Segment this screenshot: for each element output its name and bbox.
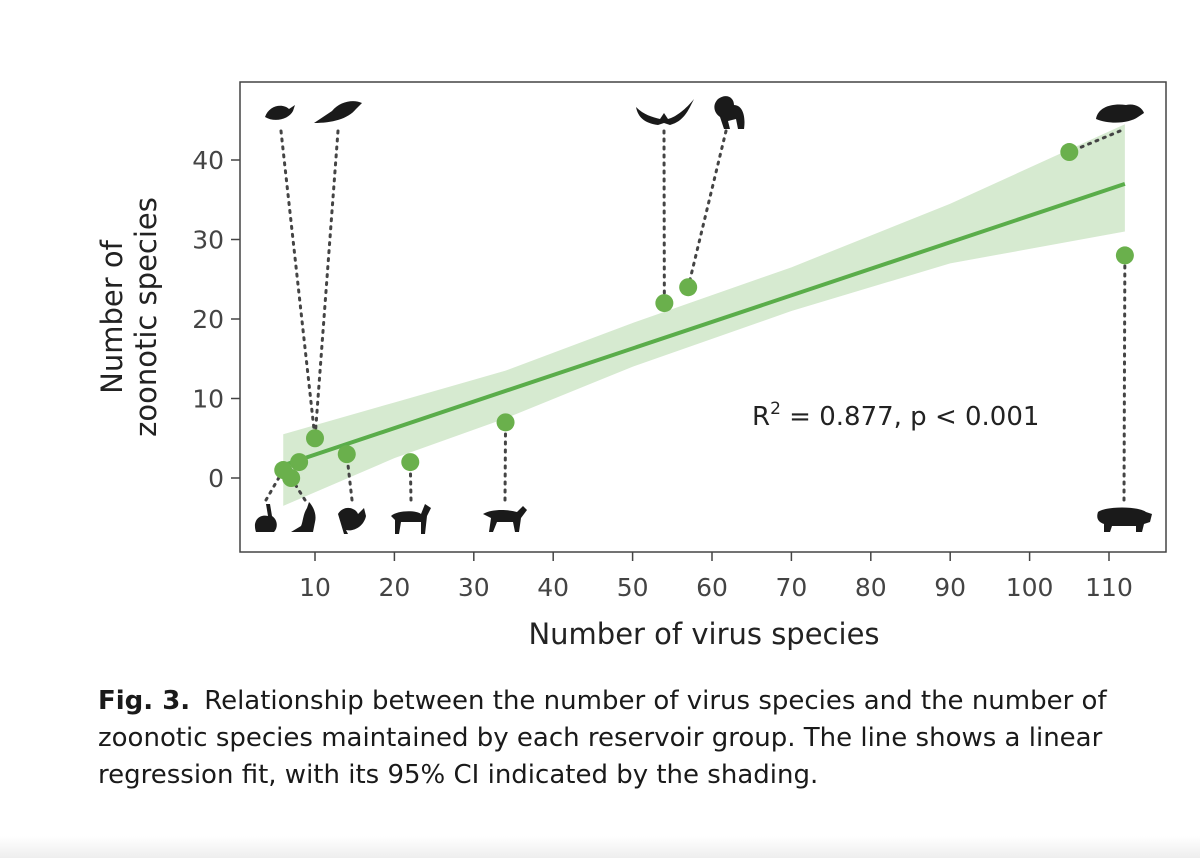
guide-line [279, 129, 317, 440]
data-point [337, 445, 356, 464]
page-bottom-edge [0, 836, 1200, 858]
x-tick-label: 70 [775, 573, 807, 602]
regression-line-group [282, 181, 1126, 468]
data-point [655, 294, 674, 313]
x-tick-label: 110 [1085, 573, 1133, 602]
data-points-group [274, 143, 1134, 487]
duck-silhouette-icon-shape [265, 105, 295, 120]
guide-line [345, 452, 354, 502]
guide-line [264, 468, 285, 502]
y-axis-title-line1: Number of [95, 239, 129, 393]
pig-silhouette-icon [1097, 507, 1152, 532]
scatter-chart: 10 20 30 40 50 60 70 80 90 100 110 0 10 20 30 40 R2 = 0… [95, 81, 1167, 651]
bird-silhouette-icon-shape [314, 101, 362, 123]
kangaroo-silhouette-icon-shape [291, 502, 316, 532]
guide-lines-group [264, 129, 1127, 502]
horse-silhouette-icon [391, 504, 431, 534]
regression-line [282, 181, 1126, 468]
guide-line [1122, 253, 1127, 502]
x-tick-label: 10 [299, 573, 331, 602]
y-axis-title-line2: zoonotic species [129, 197, 163, 437]
x-tick-label: 30 [458, 573, 490, 602]
data-point [306, 429, 324, 448]
plot-frame [239, 81, 1167, 553]
horse-silhouette-icon-shape [391, 504, 431, 534]
duck-silhouette-icon [265, 105, 295, 120]
y-tick-label: 20 [192, 305, 224, 334]
rat-silhouette-icon-shape [1096, 104, 1144, 123]
data-point [1115, 246, 1134, 265]
confidence-band [283, 124, 1125, 506]
data-point [401, 453, 420, 472]
y-tick-label: 0 [208, 464, 224, 493]
data-point [282, 469, 301, 487]
data-point [496, 413, 515, 432]
rabbit-silhouette-icon-shape [254, 504, 277, 532]
wolf-silhouette-icon-shape [483, 506, 527, 532]
x-tick-label: 60 [696, 573, 728, 602]
chicken-silhouette-icon [338, 507, 366, 534]
rat-silhouette-icon [1096, 104, 1144, 123]
rabbit-silhouette-icon [254, 504, 277, 532]
guide-line [686, 129, 728, 289]
x-axis-title: Number of virus species [528, 617, 879, 651]
confidence-band-group [283, 124, 1125, 506]
guide-line [503, 420, 508, 502]
wolf-silhouette-icon [483, 506, 527, 532]
chicken-silhouette-icon-shape [338, 507, 366, 534]
x-tick-label: 20 [378, 573, 410, 602]
monkey-silhouette-icon-shape [714, 96, 745, 129]
bird-silhouette-icon [314, 101, 362, 123]
guide-line [313, 129, 340, 440]
annotation-r2: R2 = 0.877, p < 0.001 [752, 399, 1039, 432]
caption-text: Relationship between the number of virus… [98, 686, 1107, 790]
x-tick-label: 50 [617, 573, 649, 602]
x-tick-label: 40 [537, 573, 569, 602]
pig-silhouette-icon-shape [1097, 507, 1152, 532]
figure-caption: Fig. 3. Relationship between the number o… [98, 683, 1178, 794]
animal-icons-group [254, 96, 1152, 534]
caption-label: Fig. 3. [98, 686, 191, 716]
data-point [290, 453, 309, 472]
y-tick-label: 40 [192, 146, 224, 175]
y-tick-label: 10 [192, 385, 224, 414]
y-tick-label: 30 [192, 226, 224, 255]
guide-line [1067, 129, 1122, 154]
ticks-group: 10 20 30 40 50 60 70 80 90 100 110 0 10 20 30 40 [192, 146, 1133, 602]
x-tick-label: 80 [855, 573, 887, 602]
data-point [679, 278, 698, 297]
data-point [1060, 143, 1079, 162]
x-tick-label: 90 [934, 573, 966, 602]
bat-silhouette-icon [636, 99, 694, 125]
kangaroo-silhouette-icon [291, 502, 316, 532]
x-tick-label: 100 [1006, 573, 1054, 602]
monkey-silhouette-icon [714, 96, 745, 129]
bat-silhouette-icon-shape [636, 99, 694, 125]
